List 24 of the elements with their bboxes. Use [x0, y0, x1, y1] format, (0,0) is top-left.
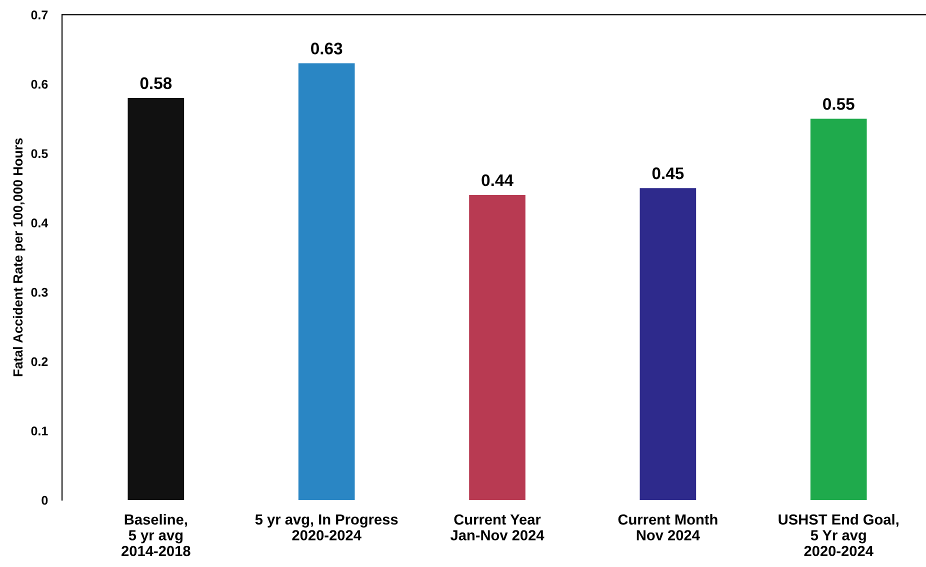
bar	[298, 63, 355, 500]
y-tick-label: 0.1	[31, 426, 48, 436]
y-tick-label: 0.5	[31, 149, 48, 158]
data-label: 0.58	[140, 77, 172, 90]
x-tick-label: USHST End Goal, 5 Yr avg 2020-2024	[778, 514, 898, 556]
data-label: 0.44	[482, 174, 514, 186]
data-label: 0.55	[823, 98, 854, 110]
y-tick-label: 0.6	[31, 80, 48, 89]
bar	[469, 195, 526, 500]
bar	[640, 188, 696, 500]
data-label: 0.45	[652, 167, 684, 180]
y-axis-title: Fatal Accident Rate per 100,000 Hours	[12, 138, 26, 376]
x-tick-label: Current Month Nov 2024	[618, 514, 718, 540]
x-tick-label: 5 yr avg, In Progress 2020-2024	[255, 514, 398, 540]
y-tick-label: 0.7	[31, 10, 48, 20]
y-tick-label: 0.2	[31, 357, 48, 366]
x-tick-label: Baseline, 5 yr avg 2014-2018	[122, 514, 190, 556]
x-tick-label: Current Year Jan-Nov 2024	[450, 514, 544, 540]
y-tick-label: 0	[42, 496, 48, 505]
y-tick-label: 0.4	[31, 218, 48, 228]
y-tick-label: 0.3	[31, 288, 48, 297]
bar	[128, 98, 184, 500]
bar	[810, 118, 867, 500]
data-label: 0.63	[311, 42, 342, 54]
